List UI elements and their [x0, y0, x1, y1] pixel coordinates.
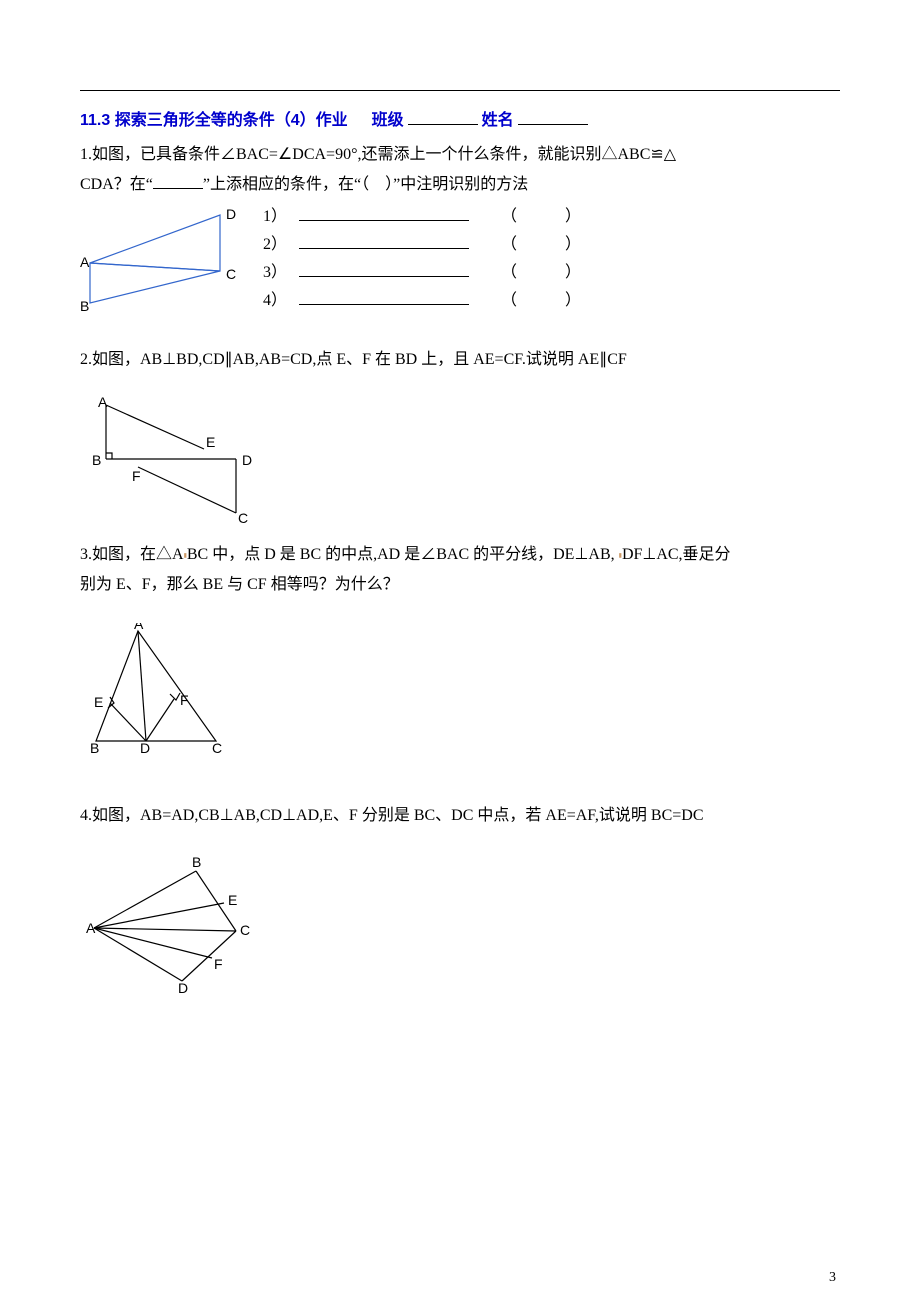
name-blank[interactable]	[518, 108, 588, 125]
svg-text:E: E	[206, 434, 215, 450]
svg-text:A: A	[86, 920, 96, 936]
svg-text:B: B	[192, 854, 201, 870]
svg-text:A: A	[80, 254, 90, 270]
q1-cond-3: 3） （ ）	[263, 259, 840, 287]
name-label: 姓名	[482, 112, 514, 129]
q1-inline-blank[interactable]	[153, 172, 203, 189]
q1-conditions: 1） （ ） 2） （ ） 3） （ ） 4） （ ）	[255, 203, 840, 315]
q3-text-line2: 别为 E、F，那么 BE 与 CF 相等吗？为什么？	[80, 570, 840, 600]
svg-text:D: D	[178, 980, 188, 996]
svg-text:B: B	[80, 298, 89, 313]
q1-cond-2-blank[interactable]	[299, 232, 469, 249]
q4-figure: A B E C F D	[86, 853, 840, 1003]
svg-text:B: B	[90, 740, 99, 756]
svg-text:F: F	[132, 468, 141, 484]
svg-text:C: C	[212, 740, 222, 756]
svg-text:E: E	[228, 892, 237, 908]
svg-text:C: C	[238, 510, 248, 526]
svg-text:D: D	[226, 206, 236, 222]
svg-text:F: F	[214, 956, 223, 972]
svg-text:B: B	[92, 452, 101, 468]
class-label: 班级	[372, 112, 404, 129]
q2-text: 2.如图，AB⊥BD,CD∥AB,AB=CD,点 E、F 在 BD 上，且 AE…	[80, 345, 840, 375]
q3-text-line1: 3.如图，在△A▮BC 中，点 D 是 BC 的中点,AD 是∠BAC 的平分线…	[80, 540, 840, 570]
q1-cond-4: 4） （ ）	[263, 287, 840, 315]
q1-cond-1: 1） （ ）	[263, 203, 840, 231]
svg-text:D: D	[140, 740, 150, 756]
svg-text:A: A	[98, 397, 108, 410]
svg-text:C: C	[226, 266, 236, 282]
class-blank[interactable]	[408, 108, 478, 125]
svg-text:A: A	[134, 623, 144, 632]
q1-intro-line1: 1.如图，已具备条件∠BAC=∠DCA=90°,还需添上一个什么条件，就能识别△…	[80, 140, 840, 170]
q4-text: 4.如图，AB=AD,CB⊥AB,CD⊥AD,E、F 分别是 BC、DC 中点，…	[80, 801, 840, 831]
svg-text:F: F	[180, 692, 189, 708]
q1-row: A B C D 1） （ ） 2） （ ） 3） （ ）	[80, 203, 840, 315]
worksheet-title-line: 11.3 探索三角形全等的条件（4）作业 班级 姓名	[80, 107, 840, 136]
q1-cond-4-blank[interactable]	[299, 288, 469, 305]
q3-figure: A B D C E F	[86, 623, 840, 763]
page-number: 3	[829, 1270, 836, 1286]
worksheet-title: 11.3 探索三角形全等的条件（4）作业	[80, 112, 348, 129]
svg-text:D: D	[242, 452, 252, 468]
q1-cond-2: 2） （ ）	[263, 231, 840, 259]
q1-cond-3-blank[interactable]	[299, 260, 469, 277]
q1-cond-1-blank[interactable]	[299, 204, 469, 221]
q1-intro-line2: CDA？在“”上添相应的条件，在“（ ）”中注明识别的方法	[80, 170, 840, 200]
q1-figure: A B C D	[80, 203, 255, 313]
svg-text:C: C	[240, 922, 250, 938]
top-rule	[80, 90, 840, 91]
svg-text:E: E	[94, 694, 103, 710]
q2-figure: A B F E D C	[86, 397, 840, 532]
